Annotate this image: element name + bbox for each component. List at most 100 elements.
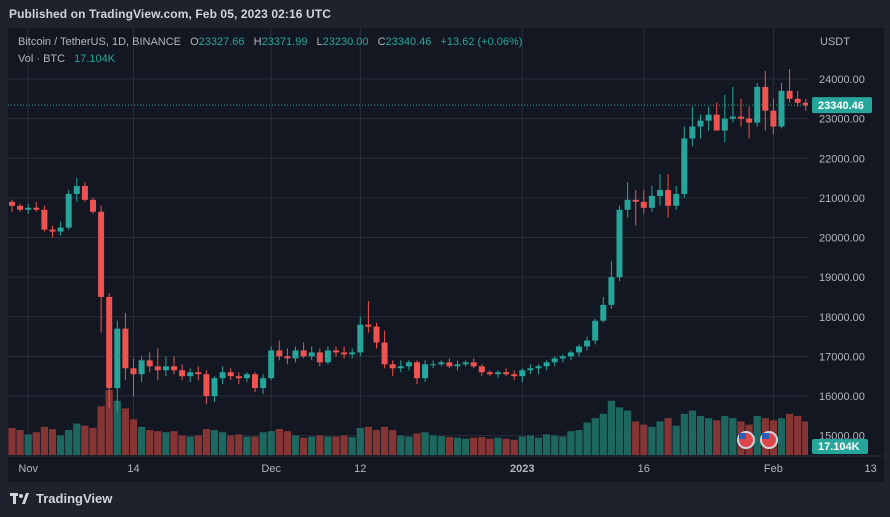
candle-body[interactable]: [243, 374, 250, 379]
candle-body[interactable]: [9, 201, 15, 206]
candle-body[interactable]: [300, 350, 307, 357]
candle-body[interactable]: [219, 372, 226, 379]
candle-body[interactable]: [648, 195, 655, 208]
candle-body[interactable]: [284, 356, 291, 359]
candle-body[interactable]: [802, 102, 809, 106]
candle-body[interactable]: [665, 189, 672, 206]
candle-body[interactable]: [106, 296, 113, 389]
candle-body[interactable]: [146, 360, 153, 367]
candle-body[interactable]: [600, 304, 607, 321]
candle-body[interactable]: [713, 114, 720, 131]
candle-body[interactable]: [57, 227, 64, 232]
candle-body[interactable]: [154, 366, 161, 371]
candle-body[interactable]: [430, 364, 437, 366]
candle-body[interactable]: [292, 350, 299, 359]
candle-body[interactable]: [535, 366, 542, 369]
candle-body[interactable]: [778, 90, 785, 127]
candle-body[interactable]: [559, 356, 566, 359]
chart-area[interactable]: [8, 28, 884, 482]
candle-body[interactable]: [276, 350, 283, 357]
candle-body[interactable]: [729, 116, 736, 119]
candle-body[interactable]: [179, 370, 186, 377]
candle-body[interactable]: [389, 364, 396, 369]
candle-body[interactable]: [381, 342, 388, 365]
candle-body[interactable]: [616, 209, 623, 278]
candle-body[interactable]: [462, 362, 469, 365]
candle-body[interactable]: [235, 376, 242, 379]
candle-body[interactable]: [73, 185, 80, 194]
candle-body[interactable]: [478, 366, 485, 373]
candle-body[interactable]: [762, 86, 769, 111]
candle-body[interactable]: [592, 320, 599, 341]
candle-body[interactable]: [357, 324, 364, 353]
candle-body[interactable]: [341, 352, 348, 355]
candle-body[interactable]: [495, 372, 501, 375]
candle-body[interactable]: [567, 352, 574, 357]
candle-body[interactable]: [705, 114, 712, 121]
candle-body[interactable]: [754, 86, 761, 123]
candle-body[interactable]: [138, 360, 145, 375]
candle-body[interactable]: [503, 372, 510, 375]
candle-body[interactable]: [519, 370, 526, 377]
candle-body[interactable]: [171, 366, 177, 371]
candle-body[interactable]: [794, 98, 801, 103]
candle-body[interactable]: [98, 211, 105, 297]
candle-body[interactable]: [446, 362, 453, 367]
candle-body[interactable]: [454, 364, 461, 367]
candle-body[interactable]: [90, 199, 96, 212]
candle-body[interactable]: [25, 207, 32, 210]
candle-body[interactable]: [17, 205, 24, 210]
candle-body[interactable]: [65, 193, 72, 228]
candle-body[interactable]: [673, 193, 680, 206]
candle-body[interactable]: [746, 118, 753, 123]
candle-body[interactable]: [349, 352, 356, 355]
candle-body[interactable]: [333, 350, 339, 353]
candle-body[interactable]: [624, 199, 631, 210]
candle-body[interactable]: [324, 350, 331, 363]
candle-body[interactable]: [697, 120, 704, 127]
candle-body[interactable]: [397, 366, 404, 369]
candle-body[interactable]: [268, 350, 275, 379]
candle-body[interactable]: [786, 90, 793, 99]
candle-body[interactable]: [608, 277, 615, 305]
candle-body[interactable]: [211, 378, 218, 396]
candle-body[interactable]: [373, 326, 380, 343]
candle-body[interactable]: [632, 199, 639, 202]
candle-body[interactable]: [470, 362, 477, 367]
candle-body[interactable]: [260, 378, 267, 389]
candle-body[interactable]: [122, 328, 129, 369]
candle-body[interactable]: [81, 185, 88, 200]
candle-body[interactable]: [187, 372, 194, 377]
candle-body[interactable]: [584, 340, 591, 347]
candle-body[interactable]: [227, 372, 234, 377]
candle-body[interactable]: [41, 209, 48, 230]
candle-body[interactable]: [689, 126, 696, 139]
candle-body[interactable]: [422, 364, 429, 379]
candle-body[interactable]: [405, 362, 412, 367]
candle-body[interactable]: [551, 358, 558, 363]
tradingview-brand[interactable]: TradingView: [10, 491, 112, 506]
candle-body[interactable]: [486, 372, 493, 375]
candle-body[interactable]: [195, 372, 202, 375]
candle-body[interactable]: [640, 201, 647, 208]
candle-body[interactable]: [657, 189, 663, 196]
candle-body[interactable]: [316, 352, 323, 363]
candle-body[interactable]: [252, 374, 258, 389]
candle-body[interactable]: [681, 138, 688, 194]
candle-body[interactable]: [308, 352, 315, 357]
candle-body[interactable]: [770, 110, 777, 127]
candle-body[interactable]: [114, 328, 121, 389]
candle-body[interactable]: [33, 207, 40, 210]
candle-body[interactable]: [527, 368, 534, 371]
candle-body[interactable]: [162, 366, 169, 371]
candle-body[interactable]: [203, 374, 210, 396]
candle-body[interactable]: [576, 346, 582, 353]
candle-body[interactable]: [721, 118, 728, 131]
candle-body[interactable]: [365, 324, 372, 327]
candle-body[interactable]: [49, 229, 56, 232]
candle-body[interactable]: [738, 116, 744, 119]
candle-body[interactable]: [414, 362, 420, 379]
candle-body[interactable]: [511, 374, 518, 377]
candle-body[interactable]: [438, 362, 445, 365]
